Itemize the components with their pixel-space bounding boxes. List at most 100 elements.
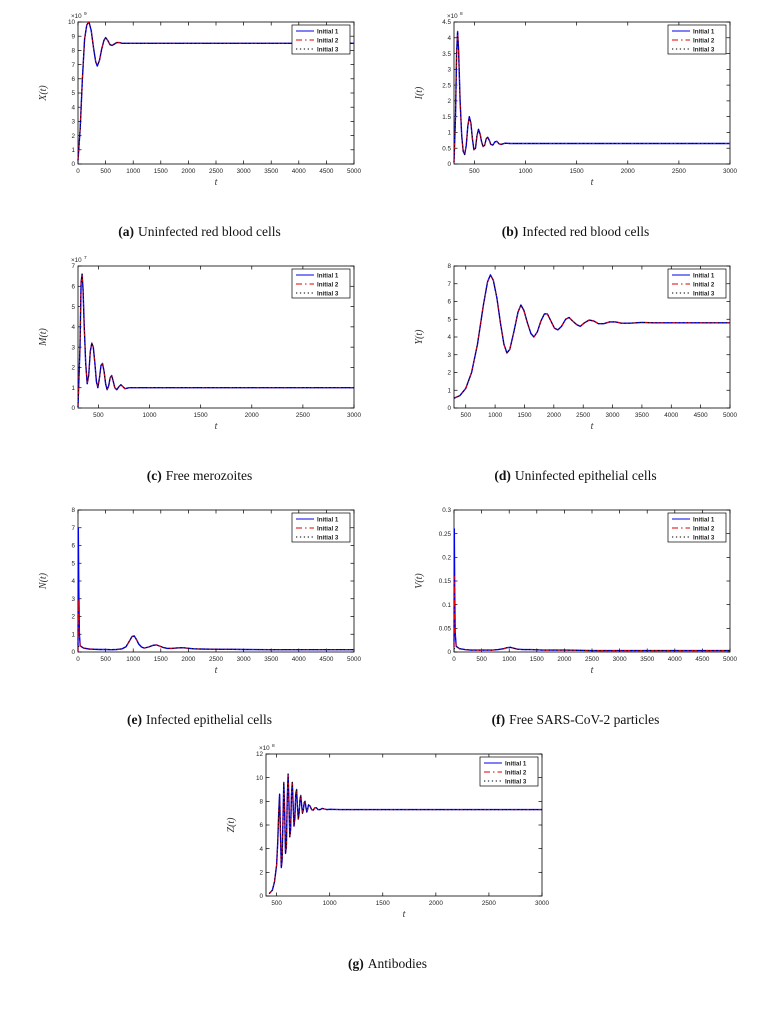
svg-text:2000: 2000	[244, 412, 259, 419]
subplot-g: 500 1000 1500 2000 2500 3000 0 2 4 6 8 10 12 ×10 8 Z(t)…	[222, 740, 554, 972]
svg-text:3000: 3000	[346, 412, 361, 419]
svg-text:0.25: 0.25	[438, 531, 451, 538]
caption-b-text: Infected red blood cells	[522, 224, 650, 239]
svg-text:2.5: 2.5	[442, 82, 451, 89]
caption-f-label: (f)	[491, 712, 506, 727]
svg-text:N(t): N(t)	[38, 572, 49, 590]
svg-text:2500: 2500	[481, 900, 496, 907]
subplot-d: 500 1000 1500 2000 2500 3000 3500 4000 4500 5000 0…	[410, 252, 742, 484]
svg-text:0: 0	[76, 168, 80, 175]
svg-text:0.3: 0.3	[442, 507, 451, 514]
svg-text:V(t): V(t)	[414, 573, 425, 589]
svg-text:Initial 1: Initial 1	[317, 516, 339, 523]
svg-text:0: 0	[76, 656, 80, 663]
svg-text:Initial 1: Initial 1	[693, 272, 715, 279]
svg-text:2500: 2500	[295, 412, 310, 419]
caption-a: (a) Uninfected red blood cells	[118, 224, 281, 240]
svg-text:3000: 3000	[722, 168, 737, 175]
svg-text:2000: 2000	[546, 412, 561, 419]
svg-text:2500: 2500	[671, 168, 686, 175]
svg-text:4500: 4500	[693, 412, 708, 419]
svg-text:3500: 3500	[634, 412, 649, 419]
caption-f: (f) Free SARS-CoV-2 particles	[492, 712, 660, 728]
svg-text:2000: 2000	[557, 656, 572, 663]
caption-d: (d) Uninfected epithelial cells	[494, 468, 656, 484]
svg-text:1000: 1000	[322, 900, 337, 907]
svg-text:1: 1	[71, 385, 75, 392]
svg-text:1000: 1000	[518, 168, 533, 175]
plot-uninfected-epithelial-cells: 500 1000 1500 2000 2500 3000 3500 4000 4500 5000 0…	[410, 252, 742, 444]
svg-text:4: 4	[71, 578, 75, 585]
svg-text:2: 2	[71, 614, 75, 621]
plot-free-merozoites: 500 1000 1500 2000 2500 3000 0 1 2 3 4 5 6 7 ×10 7 M(t) t…	[34, 252, 366, 444]
svg-text:3: 3	[71, 344, 75, 351]
figure-row-4: 500 1000 1500 2000 2500 3000 0 2 4 6 8 10 12 ×10 8 Z(t)…	[0, 740, 775, 984]
svg-text:3500: 3500	[640, 656, 655, 663]
svg-text:M(t): M(t)	[38, 327, 49, 346]
figure-row-1: 0 500 1000 1500 2000 2500 3000 3500 4000 4500 5000…	[0, 8, 775, 252]
svg-text:1000: 1000	[126, 656, 141, 663]
svg-text:6: 6	[71, 283, 75, 290]
caption-e-text: Infected epithelial cells	[146, 712, 272, 727]
svg-text:2: 2	[259, 870, 263, 877]
svg-text:6: 6	[447, 299, 451, 306]
svg-text:7: 7	[71, 525, 75, 532]
figure-row-2: 500 1000 1500 2000 2500 3000 0 1 2 3 4 5 6 7 ×10 7 M(t) t…	[0, 252, 775, 496]
svg-text:Initial 3: Initial 3	[317, 46, 339, 53]
caption-c: (c) Free merozoites	[147, 468, 253, 484]
svg-text:4500: 4500	[695, 656, 710, 663]
svg-text:3000: 3000	[236, 168, 251, 175]
svg-text:5: 5	[447, 316, 451, 323]
svg-text:500: 500	[100, 168, 111, 175]
svg-text:0: 0	[447, 405, 451, 412]
svg-text:7: 7	[71, 263, 75, 270]
subplot-e: 0 500 1000 1500 2000 2500 3000 3500 4000 4500 5000…	[34, 496, 366, 728]
svg-text:0.15: 0.15	[438, 578, 451, 585]
svg-text:×10: ×10	[71, 257, 82, 264]
svg-text:8: 8	[71, 507, 75, 514]
svg-text:3.5: 3.5	[442, 51, 451, 58]
svg-text:Initial 3: Initial 3	[693, 534, 715, 541]
svg-text:3: 3	[447, 352, 451, 359]
caption-g: (g) Antibodies	[348, 956, 427, 972]
svg-text:8: 8	[460, 11, 463, 17]
svg-text:Initial 3: Initial 3	[317, 290, 339, 297]
svg-text:3000: 3000	[605, 412, 620, 419]
svg-text:t: t	[402, 909, 405, 920]
svg-text:Initial 3: Initial 3	[505, 778, 527, 785]
svg-text:2500: 2500	[576, 412, 591, 419]
svg-text:8: 8	[272, 743, 275, 749]
svg-text:t: t	[590, 177, 593, 188]
svg-text:2000: 2000	[428, 900, 443, 907]
svg-text:12: 12	[255, 751, 263, 758]
svg-text:4500: 4500	[319, 656, 334, 663]
plot-free-sars-cov-2-particles: 0 500 1000 1500 2000 2500 3000 3500 4000 4500 5000…	[410, 496, 742, 688]
caption-b: (b) Infected red blood cells	[502, 224, 650, 240]
svg-text:1: 1	[447, 130, 451, 137]
svg-text:8: 8	[259, 799, 263, 806]
svg-text:3000: 3000	[534, 900, 549, 907]
svg-text:×10: ×10	[259, 745, 270, 752]
svg-text:500: 500	[460, 412, 471, 419]
svg-text:10: 10	[255, 775, 263, 782]
svg-text:t: t	[590, 665, 593, 676]
svg-text:1000: 1000	[142, 412, 157, 419]
svg-text:2: 2	[71, 365, 75, 372]
svg-text:5: 5	[71, 560, 75, 567]
svg-text:1: 1	[71, 147, 75, 154]
svg-text:2500: 2500	[584, 656, 599, 663]
svg-text:3000: 3000	[236, 656, 251, 663]
svg-text:Initial 1: Initial 1	[317, 272, 339, 279]
svg-text:5: 5	[71, 90, 75, 97]
svg-text:500: 500	[93, 412, 104, 419]
svg-text:1: 1	[71, 631, 75, 638]
svg-text:Initial 2: Initial 2	[693, 525, 715, 532]
svg-text:3: 3	[71, 119, 75, 126]
svg-text:t: t	[214, 665, 217, 676]
svg-text:0.1: 0.1	[442, 602, 451, 609]
plot-infected-red-blood-cells: 500 1000 1500 2000 2500 3000 0 0.5 1 1.5 2 2.5 3 3.5 4…	[410, 8, 742, 200]
svg-text:t: t	[590, 421, 593, 432]
svg-text:9: 9	[71, 33, 75, 40]
svg-text:500: 500	[271, 900, 282, 907]
